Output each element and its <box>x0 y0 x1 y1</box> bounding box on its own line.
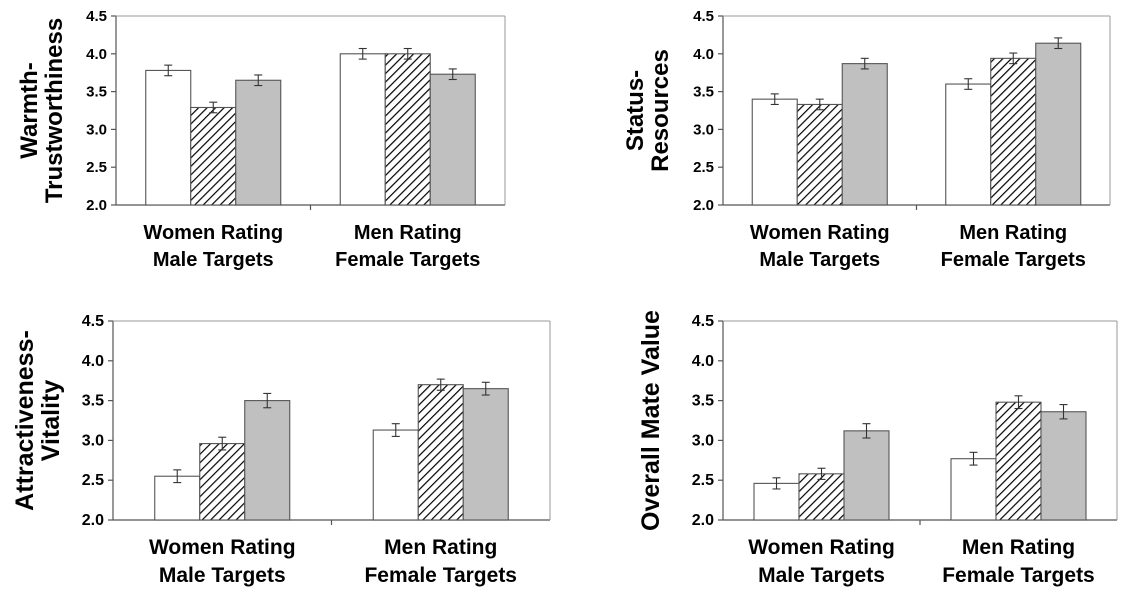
bar-gray <box>1040 411 1087 521</box>
y-tick-label: 2.5 <box>692 472 714 489</box>
bar-hatched <box>798 473 845 521</box>
category-label: Women Rating <box>750 222 890 244</box>
category-label: Male Targets <box>759 249 880 271</box>
y-tick-label: 2.0 <box>693 197 714 214</box>
category-label: Women Rating <box>149 536 296 559</box>
y-tick-label: 2.5 <box>82 472 104 489</box>
y-tick-label: 3.0 <box>693 121 714 138</box>
y-tick-label: 3.0 <box>82 432 104 449</box>
bar-hatched <box>417 384 464 521</box>
category-label: Women Rating <box>143 222 283 244</box>
bar-gray <box>235 79 282 206</box>
y-tick-label: 2.0 <box>82 512 104 529</box>
y-tick-label: 2.0 <box>692 512 714 529</box>
category-label: Male Targets <box>159 564 286 587</box>
bar-hatched <box>995 401 1042 521</box>
category-label: Male Targets <box>153 249 274 271</box>
bar-white <box>145 69 192 206</box>
y-axis-label: Warmth- <box>16 62 43 158</box>
bar-white <box>751 98 798 206</box>
bar-hatched <box>990 57 1037 206</box>
bar-hatched <box>796 103 843 206</box>
y-tick-label: 3.5 <box>86 84 107 101</box>
category-label: Men Rating <box>959 222 1067 244</box>
bar-white <box>950 458 997 521</box>
y-tick-label: 4.0 <box>82 353 104 370</box>
category-label: Female Targets <box>942 564 1095 587</box>
y-axis-label: Resources <box>647 49 674 172</box>
y-tick-label: 4.5 <box>86 8 107 25</box>
bar-white <box>945 83 992 206</box>
y-tick-label: 2.5 <box>693 159 714 176</box>
bar-hatched <box>384 53 431 206</box>
category-label: Female Targets <box>941 249 1086 271</box>
y-tick-label: 4.0 <box>692 353 714 370</box>
category-label: Men Rating <box>384 536 497 559</box>
y-tick-label: 3.5 <box>693 84 714 101</box>
category-label: Male Targets <box>758 564 885 587</box>
y-tick-label: 3.0 <box>86 121 107 138</box>
bar-gray <box>1035 42 1082 206</box>
category-label: Female Targets <box>335 249 480 271</box>
y-tick-label: 3.5 <box>692 393 714 410</box>
y-axis-label: Overall Mate Value <box>637 310 665 531</box>
y-axis-label: Vitality <box>37 380 65 462</box>
bar-gray <box>244 400 291 521</box>
category-label: Men Rating <box>962 536 1075 559</box>
y-tick-label: 3.5 <box>82 393 104 410</box>
y-axis-label: Status- <box>622 70 649 151</box>
y-tick-label: 4.0 <box>693 46 714 63</box>
y-tick-label: 4.5 <box>692 313 714 330</box>
y-axis-label: Trustworthiness <box>41 18 68 203</box>
category-label: Men Rating <box>354 222 462 244</box>
y-tick-label: 4.5 <box>693 8 714 25</box>
y-tick-label: 2.5 <box>86 159 107 176</box>
bar-hatched <box>199 443 246 521</box>
y-tick-label: 2.0 <box>86 197 107 214</box>
bar-gray <box>843 430 890 521</box>
category-label: Female Targets <box>364 564 517 587</box>
y-axis-label: Attractiveness- <box>11 330 39 511</box>
y-tick-label: 3.0 <box>692 432 714 449</box>
bar-gray <box>429 73 476 206</box>
bar-hatched <box>190 106 237 206</box>
bar-gray <box>462 388 509 521</box>
bar-white <box>372 429 419 521</box>
category-label: Women Rating <box>748 536 895 559</box>
y-tick-label: 4.0 <box>86 46 107 63</box>
y-tick-label: 4.5 <box>82 313 104 330</box>
bar-gray <box>841 63 888 206</box>
bar-white <box>339 53 386 206</box>
